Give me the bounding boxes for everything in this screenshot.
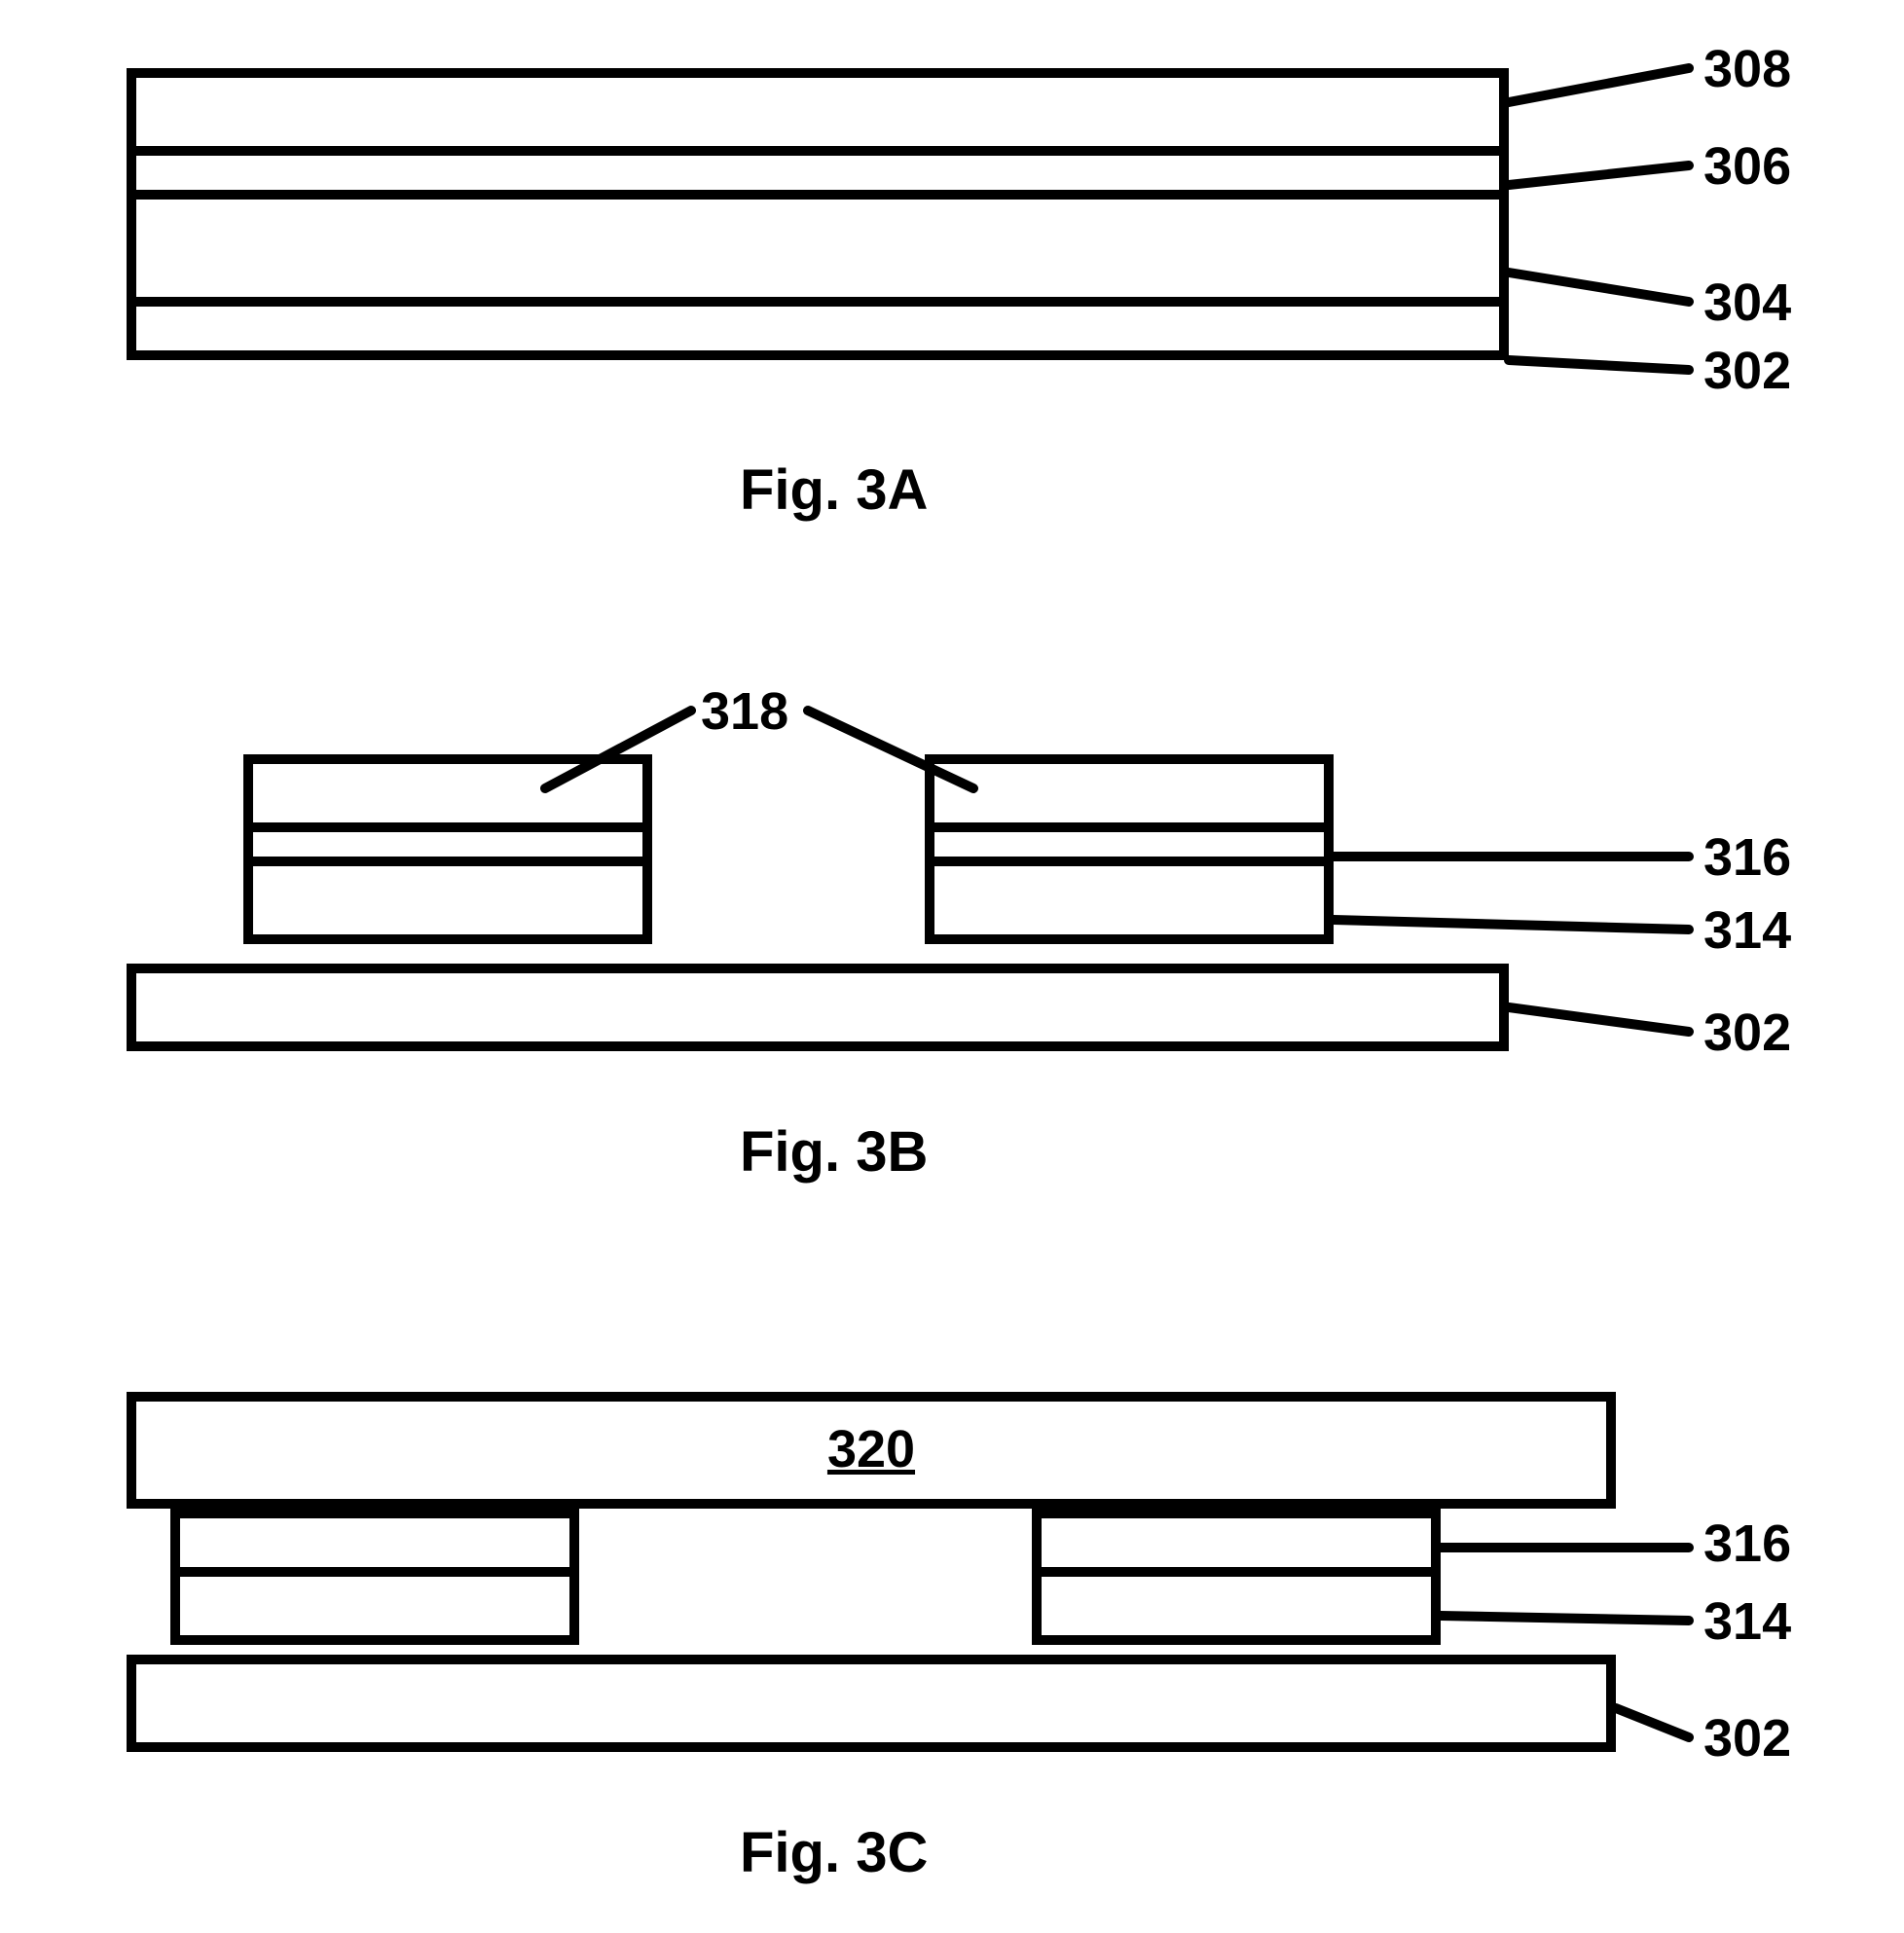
figB-pedestal1-layer0 bbox=[925, 754, 1334, 832]
figure-caption: Fig. 3A bbox=[740, 457, 928, 523]
figure-caption: Fig. 3B bbox=[740, 1119, 928, 1185]
figA-label-306: 306 bbox=[1703, 136, 1791, 197]
figC-label-314: 314 bbox=[1703, 1591, 1791, 1652]
figC-substrate-302 bbox=[127, 1655, 1616, 1752]
figB-pedestal0-layer2 bbox=[243, 857, 652, 944]
figB-label-318: 318 bbox=[701, 681, 788, 742]
figC-pedestal0-layer1 bbox=[170, 1567, 579, 1645]
figure-caption: Fig. 3C bbox=[740, 1820, 928, 1885]
figA-label-304: 304 bbox=[1703, 273, 1791, 333]
figC-pedestal1-layer1 bbox=[1032, 1567, 1441, 1645]
figA-layer-308 bbox=[127, 68, 1509, 156]
figB-pedestal0-layer0 bbox=[243, 754, 652, 832]
figC-label-302: 302 bbox=[1703, 1708, 1791, 1769]
figB-pedestal1-layer2 bbox=[925, 857, 1334, 944]
figB-substrate-302 bbox=[127, 964, 1509, 1051]
figC-label-316: 316 bbox=[1703, 1514, 1791, 1574]
figA-label-302: 302 bbox=[1703, 341, 1791, 401]
figB-label-302: 302 bbox=[1703, 1003, 1791, 1063]
figA-layer-304 bbox=[127, 190, 1509, 307]
figA-layer-302 bbox=[127, 297, 1509, 360]
diagram-stage: 308 306 304 302 Fig. 3A 318 316 314 302 Fig. 3B 32… bbox=[0, 0, 1904, 1933]
figB-label-316: 316 bbox=[1703, 827, 1791, 888]
figA-label-308: 308 bbox=[1703, 39, 1791, 99]
figB-label-314: 314 bbox=[1703, 900, 1791, 961]
figC-label-320: 320 bbox=[127, 1419, 1616, 1479]
